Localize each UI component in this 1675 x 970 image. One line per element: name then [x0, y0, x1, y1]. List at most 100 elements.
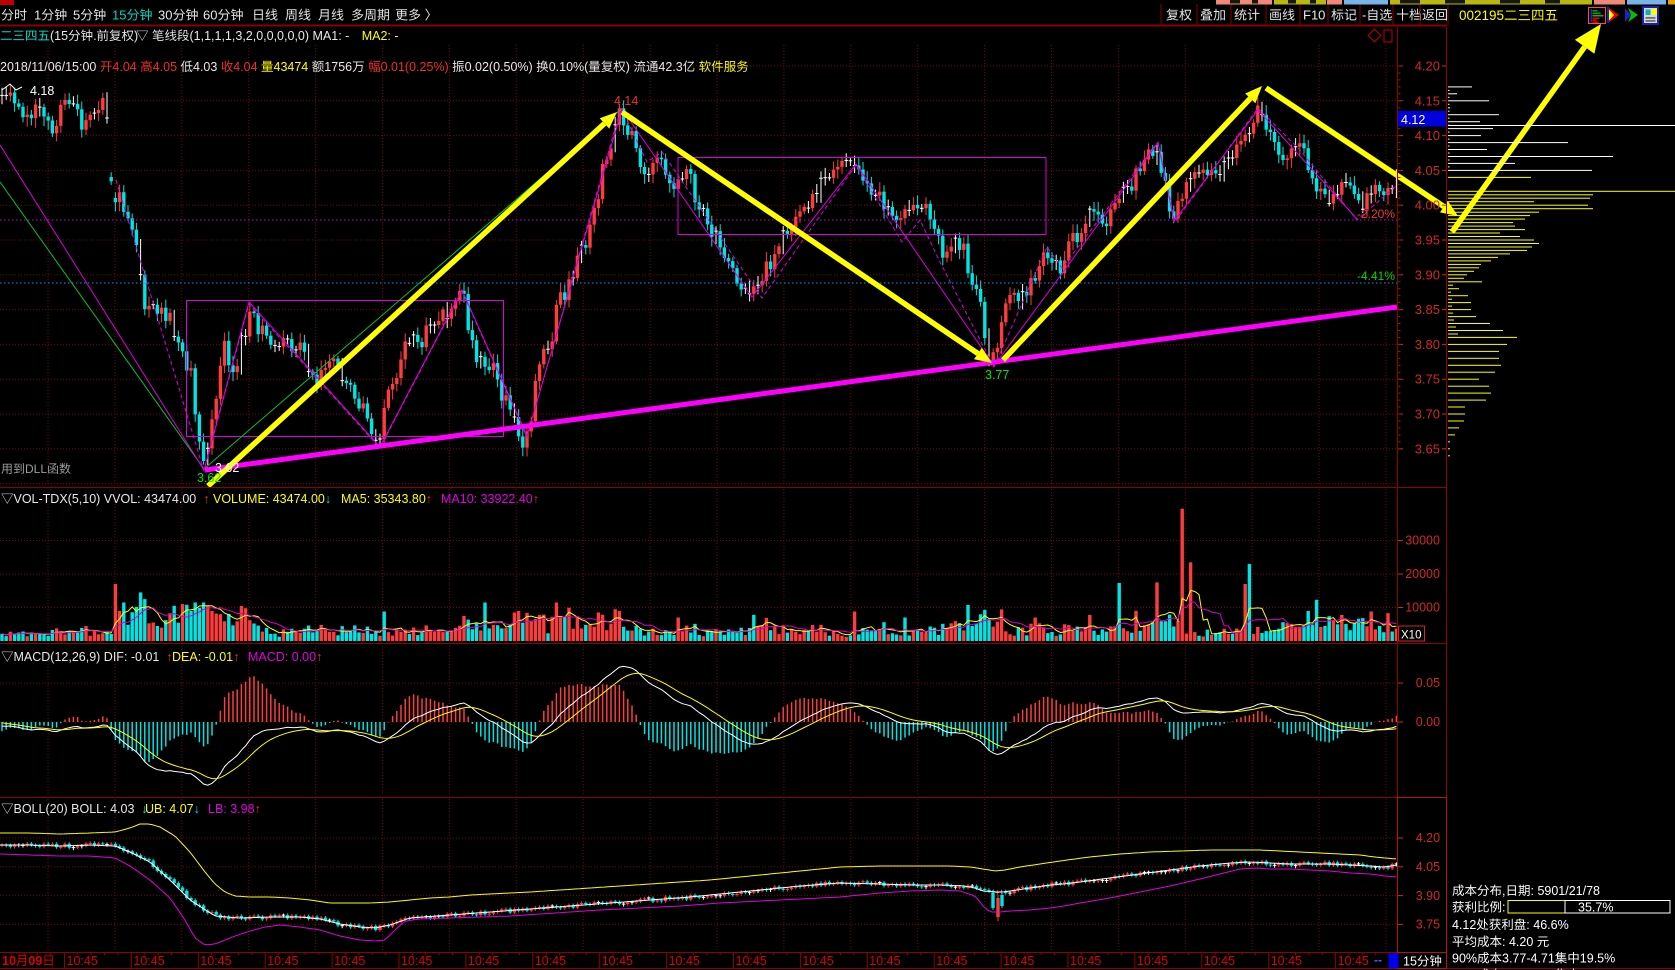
svg-text:4.04: 4.04 [233, 60, 257, 74]
svg-text:VOLUME: 43474.00: VOLUME: 43474.00 [213, 492, 325, 506]
svg-text:3.75: 3.75 [1415, 372, 1440, 387]
svg-text:LB: 3.98: LB: 3.98 [208, 802, 255, 816]
svg-text::: : [1502, 901, 1505, 915]
svg-text:,: , [1502, 884, 1505, 898]
svg-text:↑: ↑ [166, 650, 172, 664]
svg-text:10:45: 10:45 [1271, 954, 1302, 968]
svg-text:5: 5 [73, 8, 80, 23]
svg-text:): ) [134, 29, 138, 43]
svg-text:10:45: 10:45 [936, 954, 967, 968]
svg-text:30000: 30000 [1405, 534, 1440, 548]
svg-text:1: 1 [34, 8, 41, 23]
svg-text:3.85: 3.85 [1415, 302, 1440, 317]
svg-text:↑: ↑ [233, 650, 239, 664]
svg-text:0.01(0.25%): 0.01(0.25%) [381, 60, 449, 74]
svg-text:4.14: 4.14 [614, 94, 638, 108]
svg-text:90%: 90% [1452, 952, 1477, 966]
svg-text:MA2: -: MA2: - [362, 29, 399, 43]
svg-text:X10: X10 [1401, 630, 1421, 642]
svg-text:↑: ↑ [316, 650, 322, 664]
svg-text:3.62: 3.62 [215, 461, 239, 475]
svg-text:↑: ↑ [533, 492, 539, 506]
svg-text:(15: (15 [50, 29, 68, 43]
svg-text:: 5901/21/78: : 5901/21/78 [1531, 884, 1601, 898]
svg-text:43474: 43474 [274, 60, 309, 74]
svg-text:10:45: 10:45 [401, 954, 432, 968]
svg-text:10:45: 10:45 [1338, 954, 1369, 968]
svg-text:4.15: 4.15 [1415, 93, 1440, 108]
svg-text:UB: 4.07: UB: 4.07 [145, 802, 194, 816]
svg-text:10:45: 10:45 [67, 954, 98, 968]
svg-text:↓: ↓ [325, 492, 331, 506]
svg-text:10:45: 10:45 [133, 954, 164, 968]
svg-text:↓: ↓ [194, 802, 200, 816]
svg-text:MACD(12,26,9) DIF: -0.01: MACD(12,26,9) DIF: -0.01 [14, 650, 160, 664]
svg-text:--: -- [1374, 953, 1382, 967]
svg-text:10:45: 10:45 [468, 954, 499, 968]
svg-text:3.80: 3.80 [1415, 337, 1440, 352]
svg-text:15: 15 [1403, 955, 1417, 969]
svg-text:↑: ↑ [203, 492, 209, 506]
svg-text:DLL: DLL [25, 462, 47, 476]
svg-text:11.1%: 11.1% [1580, 968, 1615, 970]
svg-text:3.77-4.71: 3.77-4.71 [1502, 952, 1555, 966]
svg-text:3.75: 3.75 [1416, 918, 1440, 932]
svg-text:3.62: 3.62 [197, 471, 221, 485]
svg-text:10:45: 10:45 [602, 954, 633, 968]
svg-text:3.77: 3.77 [985, 368, 1009, 382]
svg-text:0.10%(: 0.10%( [549, 60, 589, 74]
svg-text:VOL-TDX(5,10) VVOL: 43474.00: VOL-TDX(5,10) VVOL: 43474.00 [14, 492, 197, 506]
svg-text:-2.20%: -2.20% [1357, 207, 1395, 221]
svg-text:30: 30 [158, 8, 172, 23]
svg-text:0.05: 0.05 [1416, 676, 1440, 690]
svg-text:10:45: 10:45 [1204, 954, 1235, 968]
svg-text:4.20: 4.20 [1415, 59, 1440, 74]
svg-text:0.02(0.50%): 0.02(0.50%) [465, 60, 533, 74]
svg-text:10:45: 10:45 [267, 954, 298, 968]
svg-text:3.90: 3.90 [1416, 889, 1440, 903]
svg-text:4.12: 4.12 [1452, 918, 1476, 932]
svg-text:4.12: 4.12 [1401, 113, 1425, 127]
svg-text:4.10: 4.10 [1415, 128, 1440, 143]
svg-text:10:45: 10:45 [1070, 954, 1101, 968]
svg-text:10:45: 10:45 [535, 954, 566, 968]
svg-text:DEA: -0.01: DEA: -0.01 [172, 650, 233, 664]
svg-text:3.95: 3.95 [1415, 233, 1440, 248]
svg-text:4.18: 4.18 [30, 84, 54, 98]
svg-text:: 4.20: : 4.20 [1502, 935, 1533, 949]
svg-text:-: - [1362, 8, 1366, 23]
svg-text:0.00: 0.00 [1416, 715, 1440, 729]
svg-text:10:45: 10:45 [736, 954, 767, 968]
svg-text:10: 10 [2, 954, 16, 968]
svg-text:.: . [93, 29, 96, 43]
svg-text:3.88-4.53: 3.88-4.53 [1502, 968, 1555, 970]
svg-text:10:45: 10:45 [1137, 954, 1168, 968]
svg-text:MA10: 33922.40: MA10: 33922.40 [441, 492, 533, 506]
svg-text:15: 15 [112, 8, 126, 23]
svg-text:20000: 20000 [1405, 567, 1440, 581]
svg-text:↑: ↑ [255, 802, 261, 816]
svg-text:): ) [626, 60, 630, 74]
svg-text:(1,1,1,1,3,2,0,0,0,0,0) MA1:: (1,1,1,1,3,2,0,0,0,0,0) MA1: - [190, 29, 350, 43]
svg-text:↓: ↓ [141, 802, 147, 816]
svg-text:10:45: 10:45 [334, 954, 365, 968]
svg-text:3.70: 3.70 [1415, 407, 1440, 422]
svg-text:2018/11/06/15:00: 2018/11/06/15:00 [0, 60, 96, 74]
svg-text:MACD: 0.00: MACD: 0.00 [248, 650, 316, 664]
svg-text:35.7%: 35.7% [1578, 901, 1613, 915]
svg-text:4.03: 4.03 [193, 60, 217, 74]
svg-text:4.20: 4.20 [1416, 831, 1440, 845]
svg-text:BOLL(20) BOLL: 4.03: BOLL(20) BOLL: 4.03 [14, 802, 135, 816]
svg-text:60: 60 [203, 8, 217, 23]
svg-text:42.3: 42.3 [658, 60, 682, 74]
svg-text:10:45: 10:45 [669, 954, 700, 968]
svg-text:3.65: 3.65 [1415, 441, 1440, 456]
svg-text:3.90: 3.90 [1415, 267, 1440, 282]
svg-text:10:45: 10:45 [869, 954, 900, 968]
svg-text:F10: F10 [1303, 8, 1325, 23]
svg-text:10:45: 10:45 [802, 954, 833, 968]
svg-text:-4.41%: -4.41% [1357, 269, 1395, 283]
svg-text:: 46.6%: : 46.6% [1526, 918, 1568, 932]
svg-text:4.05: 4.05 [1415, 163, 1440, 178]
svg-text:10:45: 10:45 [200, 954, 231, 968]
